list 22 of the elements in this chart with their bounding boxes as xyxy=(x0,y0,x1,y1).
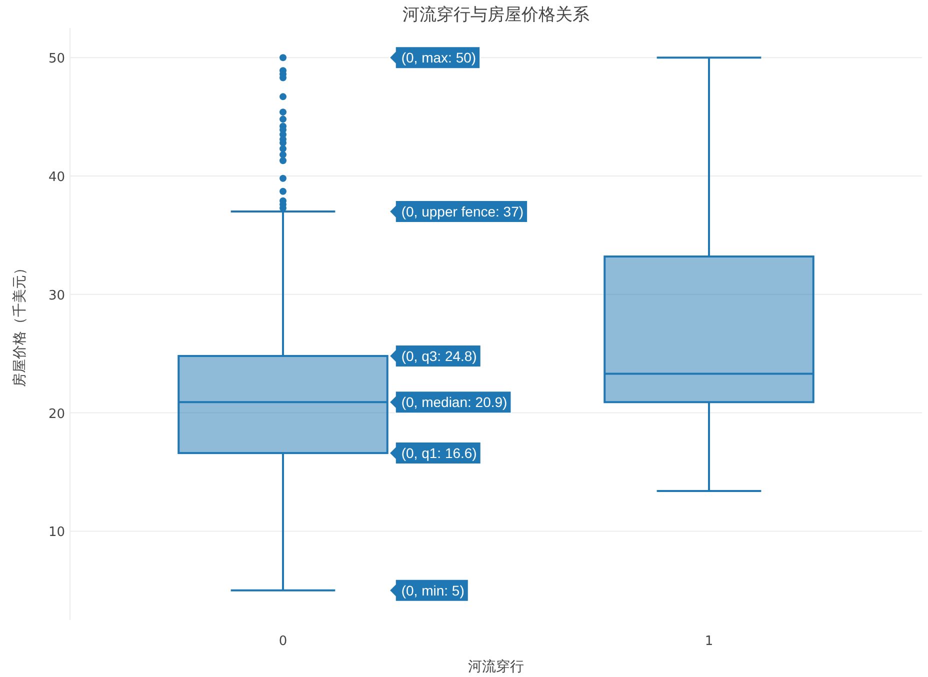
x-tick-label: 1 xyxy=(704,634,714,649)
hoverlabel: (0, min: 5) xyxy=(388,578,469,602)
hoverlabel: (0, max: 50) xyxy=(388,46,481,70)
hoverlabel: (0, median: 20.9) xyxy=(388,390,512,414)
x-tick-label: 0 xyxy=(278,634,288,649)
hoverlabel: (0, upper fence: 37) xyxy=(388,200,528,224)
y-tick-label: 30 xyxy=(48,288,65,304)
annotation: (0, min: 5) xyxy=(401,582,464,598)
y-tick-label: 20 xyxy=(48,406,65,422)
annotation: (0, q3: 24.8) xyxy=(401,348,477,364)
chart-title: 河流穿行与房屋价格关系 xyxy=(402,5,590,25)
y-tick-label: 10 xyxy=(48,525,65,540)
annotation: (0, max: 50) xyxy=(401,50,476,66)
annotation: (0, median: 20.9) xyxy=(401,394,508,410)
y-axis-title: 房屋价格（千美元） xyxy=(12,261,28,387)
y-tick-label: 50 xyxy=(48,52,65,67)
annotation: (0, upper fence: 37) xyxy=(401,204,524,220)
annotation: (0, q1: 16.6) xyxy=(401,445,477,462)
hoverlabel: (0, q1: 16.6) xyxy=(388,442,482,465)
x-axis-title: 河流穿行 xyxy=(468,659,524,675)
hoverlabel: (0, q3: 24.8) xyxy=(388,344,482,368)
y-tick-label: 40 xyxy=(48,170,65,185)
